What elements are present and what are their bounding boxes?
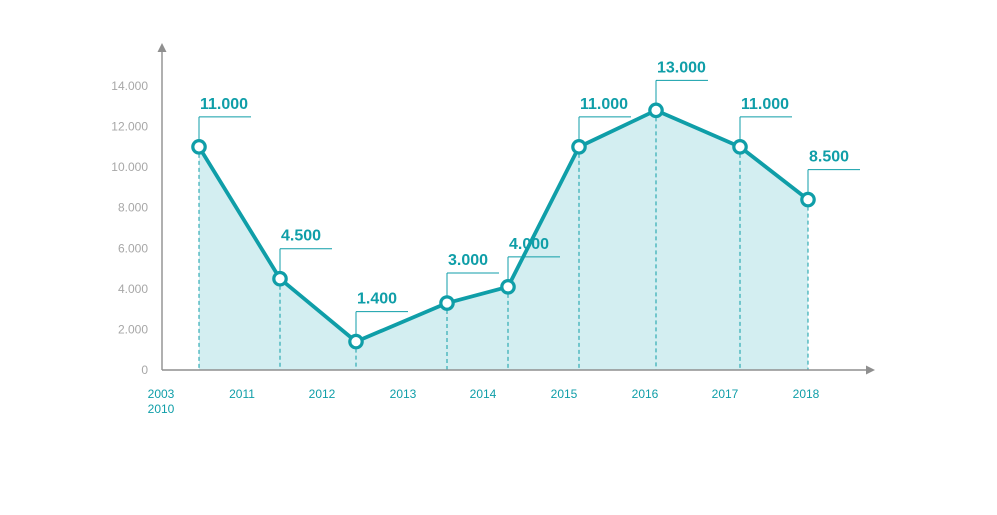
x-tick-label-2: 2012 <box>309 387 336 401</box>
y-tick-label-6: 12.000 <box>111 120 148 134</box>
data-point-9 <box>800 191 816 208</box>
data-label-1: 11.000 <box>200 96 248 113</box>
data-label-2: 4.500 <box>281 228 321 245</box>
data-label-6: 11.000 <box>580 96 628 113</box>
y-axis-arrow-icon <box>157 43 167 52</box>
x-tick-label-3: 2013 <box>390 387 417 401</box>
x-tick-label-8: 2018 <box>793 387 820 401</box>
data-point-1 <box>191 139 207 155</box>
data-label-9: 8.500 <box>809 149 849 166</box>
y-tick-label-1: 2.000 <box>118 322 148 336</box>
y-tick-label-0: 0 <box>141 363 148 377</box>
x-tick-label-7: 2017 <box>712 387 739 401</box>
data-point-3 <box>348 333 364 350</box>
x-axis-arrow-icon <box>866 365 875 375</box>
x-tick-label-0: 2003 2010 <box>148 387 175 416</box>
data-point-8 <box>732 139 748 155</box>
data-label-4: 3.000 <box>448 252 488 269</box>
data-label-5: 4.000 <box>509 236 549 253</box>
x-tick-label-4: 2014 <box>470 387 497 401</box>
y-tick-label-2: 4.000 <box>118 282 148 296</box>
y-tick-label-5: 10.000 <box>111 160 148 174</box>
data-label-3: 1.400 <box>357 291 397 308</box>
data-point-2 <box>272 270 288 287</box>
data-label-7: 13.000 <box>657 59 706 76</box>
data-label-8: 11.000 <box>741 96 789 113</box>
data-point-4 <box>439 295 455 311</box>
x-tick-label-6: 2016 <box>632 387 659 401</box>
data-point-6 <box>571 139 587 155</box>
x-tick-label-5: 2015 <box>551 387 578 401</box>
data-point-7 <box>648 102 664 119</box>
x-tick-label-1: 2011 <box>229 387 255 401</box>
y-tick-label-7: 14.000 <box>111 79 148 93</box>
y-tick-label-3: 6.000 <box>118 241 148 255</box>
data-point-5 <box>500 279 516 295</box>
y-tick-label-4: 8.000 <box>118 201 148 215</box>
